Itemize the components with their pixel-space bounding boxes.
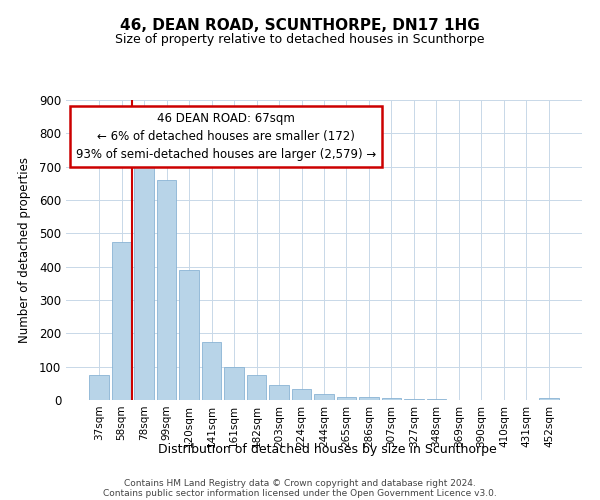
- Bar: [269, 385, 289, 400]
- Bar: [112, 242, 131, 400]
- Bar: [202, 342, 221, 400]
- Text: Contains public sector information licensed under the Open Government Licence v3: Contains public sector information licen…: [103, 489, 497, 498]
- Bar: [157, 180, 176, 400]
- Bar: [247, 375, 266, 400]
- Text: Size of property relative to detached houses in Scunthorpe: Size of property relative to detached ho…: [115, 32, 485, 46]
- Bar: [382, 398, 401, 400]
- Text: Distribution of detached houses by size in Scunthorpe: Distribution of detached houses by size …: [158, 442, 496, 456]
- Bar: [224, 368, 244, 400]
- Bar: [404, 399, 424, 400]
- Text: 46, DEAN ROAD, SCUNTHORPE, DN17 1HG: 46, DEAN ROAD, SCUNTHORPE, DN17 1HG: [120, 18, 480, 32]
- Text: 46 DEAN ROAD: 67sqm
← 6% of detached houses are smaller (172)
93% of semi-detach: 46 DEAN ROAD: 67sqm ← 6% of detached hou…: [76, 112, 376, 161]
- Bar: [134, 154, 154, 400]
- Bar: [337, 396, 356, 400]
- Y-axis label: Number of detached properties: Number of detached properties: [17, 157, 31, 343]
- Bar: [359, 398, 379, 400]
- Bar: [89, 375, 109, 400]
- Bar: [179, 270, 199, 400]
- Bar: [314, 394, 334, 400]
- Bar: [292, 390, 311, 400]
- Bar: [539, 398, 559, 400]
- Text: Contains HM Land Registry data © Crown copyright and database right 2024.: Contains HM Land Registry data © Crown c…: [124, 479, 476, 488]
